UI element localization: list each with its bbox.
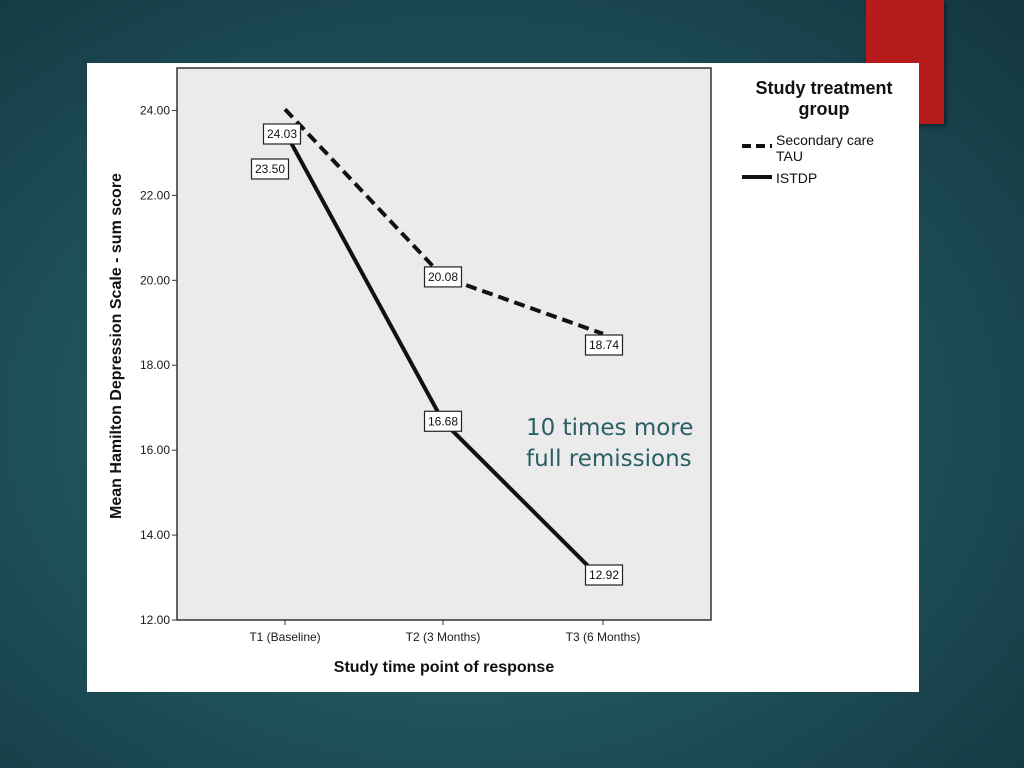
y-tick-label: 12.00 bbox=[140, 613, 170, 627]
y-axis-title: Mean Hamilton Depression Scale - sum sco… bbox=[108, 173, 125, 519]
y-tick-label: 20.00 bbox=[140, 273, 170, 287]
data-label-box bbox=[262, 123, 302, 145]
x-tick-label: T2 (3 Months) bbox=[406, 630, 481, 644]
legend: Study treatment group Secondary care TAU… bbox=[742, 78, 893, 186]
data-label-text: 24.03 bbox=[267, 127, 297, 141]
data-label-box bbox=[423, 410, 463, 432]
annotation-line-2: full remissions bbox=[526, 446, 692, 472]
data-label: 12.92 bbox=[584, 564, 624, 586]
data-label: 20.08 bbox=[423, 266, 463, 288]
data-label-text: 12.92 bbox=[589, 568, 619, 582]
data-label: 23.50 bbox=[250, 158, 290, 180]
y-tick-label: 22.00 bbox=[140, 188, 170, 202]
data-label-text: 16.68 bbox=[428, 414, 458, 428]
legend-label-tau-line-1: Secondary care bbox=[776, 132, 874, 148]
y-tick-label: 18.00 bbox=[140, 358, 170, 372]
y-tick-label: 24.00 bbox=[140, 103, 170, 117]
y-tick-label: 16.00 bbox=[140, 443, 170, 457]
plot-area bbox=[176, 67, 712, 621]
legend-label-istdp: ISTDP bbox=[776, 170, 817, 186]
data-label-box bbox=[250, 158, 290, 180]
data-label-box bbox=[423, 266, 463, 288]
data-label-text: 18.74 bbox=[589, 338, 619, 352]
annotation: 10 times more full remissions bbox=[526, 413, 693, 475]
data-label: 16.68 bbox=[423, 410, 463, 432]
annotation-line-1: 10 times more bbox=[526, 415, 694, 441]
data-label: 18.74 bbox=[584, 334, 624, 356]
x-tick-label: T1 (Baseline) bbox=[249, 630, 320, 644]
legend-title-line-2: group bbox=[799, 99, 850, 119]
x-axis-title: Study time point of response bbox=[334, 659, 555, 676]
data-label-text: 23.50 bbox=[255, 162, 285, 176]
y-tick-label: 14.00 bbox=[140, 528, 170, 542]
data-label-box bbox=[584, 564, 624, 586]
legend-title-line-1: Study treatment bbox=[755, 78, 892, 98]
data-label-box bbox=[584, 334, 624, 356]
data-label: 24.03 bbox=[262, 123, 302, 145]
data-label-text: 20.08 bbox=[428, 270, 458, 284]
legend-label-tau-line-2: TAU bbox=[776, 148, 803, 164]
x-tick-label: T3 (6 Months) bbox=[566, 630, 641, 644]
